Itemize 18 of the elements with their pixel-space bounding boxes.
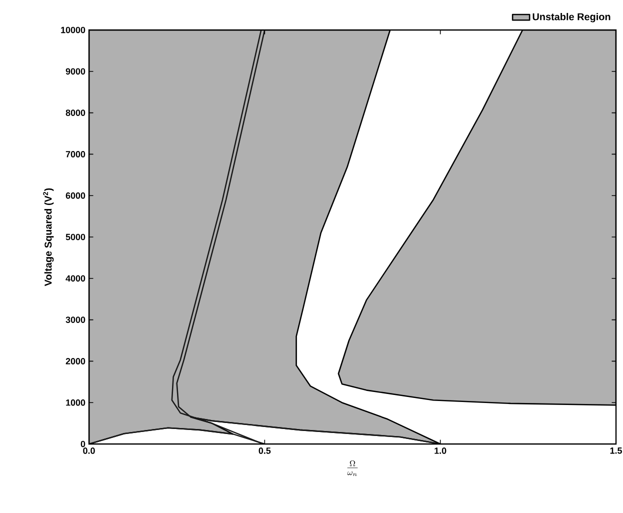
y-tick-label: 3000 (66, 316, 86, 323)
y-tick-label: 10000 (61, 26, 86, 34)
y-tick-label: 8000 (66, 110, 86, 116)
y-tick-label: 4000 (66, 275, 86, 282)
x-axis-title: $\frac{\Omega}{\omega_n}$ (347, 460, 358, 476)
y-tick-label: 1000 (66, 399, 86, 406)
x-tick-label: 0.5 (258, 448, 271, 454)
x-tick-label: 1.0 (434, 448, 446, 454)
y-tick-label: 2000 (66, 358, 86, 364)
x-tick-label: 0.0 (83, 448, 95, 454)
y-tick-label: 7000 (66, 151, 86, 158)
y-tick-label: 9000 (66, 68, 86, 75)
y-tick-label: 6000 (66, 192, 86, 199)
x-tick-label: 1.5 (610, 448, 622, 454)
y-tick-label: 0 (80, 440, 86, 448)
legend-label: Unstable Region (532, 12, 610, 22)
y-axis-title: Voltage Squared (V$^{2}$) (43, 188, 54, 286)
y-tick-label: 5000 (66, 234, 86, 240)
